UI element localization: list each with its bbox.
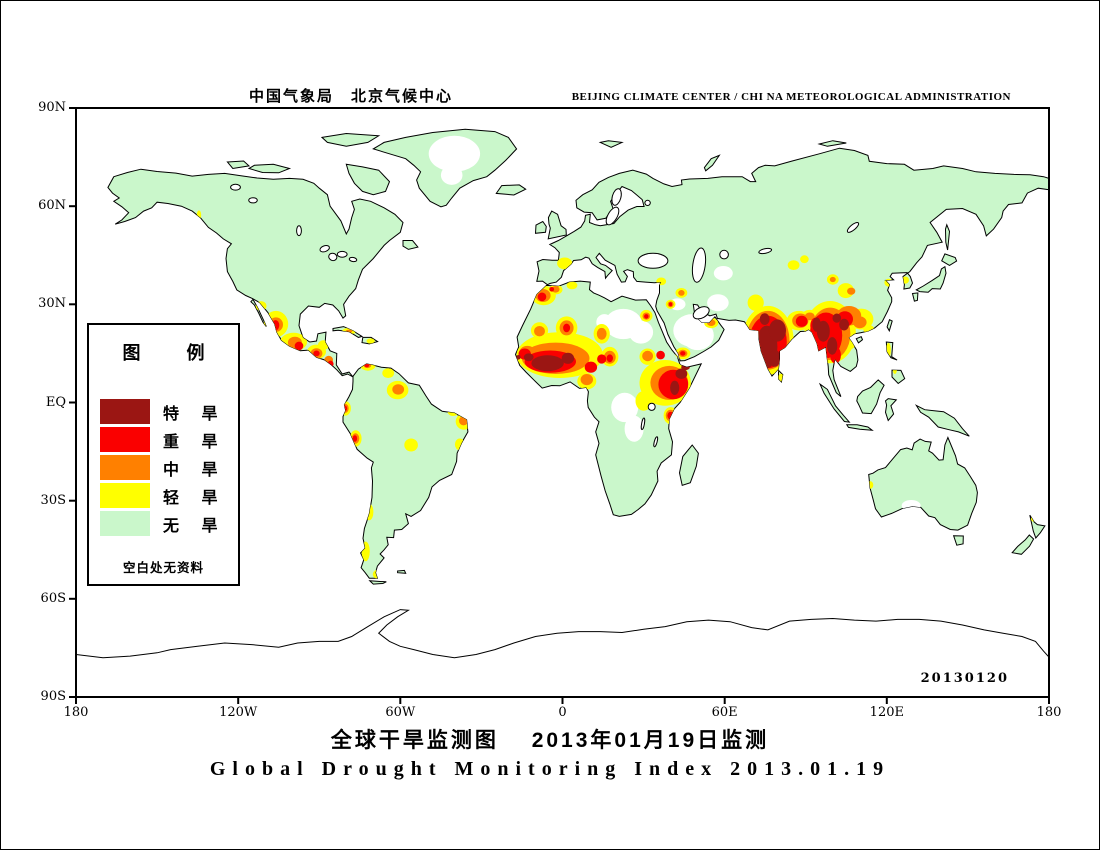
land-java: [845, 424, 874, 431]
land-sakhalin: [944, 223, 951, 251]
lat-axis-label: 90S: [40, 689, 66, 704]
land-hainan: [855, 336, 864, 344]
legend-box: 图 例 特 旱重 旱中 旱轻 旱无 旱 空白处无资料: [87, 323, 240, 586]
land-antarctica: [76, 609, 1049, 697]
map-title-cn: 全球干旱监测图 2013年01月19日监测: [330, 729, 770, 752]
legend-row: 轻 旱: [100, 483, 226, 508]
land-south-america: [342, 363, 469, 579]
lat-axis-label: EQ: [45, 394, 66, 410]
legend-title: 图 例: [122, 343, 219, 363]
no-data-patches: [428, 135, 921, 512]
lat-axis-label: 30S: [40, 492, 66, 508]
legend-note: 空白处无资料: [122, 561, 204, 575]
land-borneo: [856, 379, 885, 415]
land-iceland: [495, 184, 527, 196]
land-kyushu: [911, 292, 919, 302]
legend-row: 重 旱: [100, 427, 226, 452]
legend-label: 中 旱: [163, 461, 227, 479]
lat-axis-label: 60S: [40, 590, 66, 606]
land-tierra-del-fuego: [368, 580, 387, 585]
land-severnaya-zemlya: [817, 140, 847, 147]
datestamp: 20130120: [920, 671, 1009, 686]
land-honshu: [915, 265, 947, 293]
legend-swatch-severe: [100, 427, 150, 452]
land-sumatra: [818, 382, 851, 423]
lon-axis-label: 120W: [219, 705, 258, 720]
legend-row: 特 旱: [100, 399, 226, 424]
land-tasmania: [952, 535, 964, 546]
land-novaya-zemlya: [703, 154, 721, 172]
land-falklands: [397, 569, 407, 574]
land-hokkaido: [941, 253, 958, 266]
land-victoria-island: [247, 163, 292, 174]
lon-axis-label: 180: [1036, 705, 1062, 720]
legend-row: 无 旱: [100, 511, 226, 536]
land-great-britain: [547, 210, 567, 240]
land-madagascar: [678, 444, 699, 486]
land-new-guinea: [914, 404, 970, 437]
lon-axis-label: 180: [63, 705, 89, 720]
legend-label: 无 旱: [163, 517, 227, 535]
land-baffin-island: [345, 163, 391, 196]
land-sulawesi: [884, 398, 898, 422]
lat-axis-label: 60N: [38, 198, 66, 214]
land-ireland: [534, 220, 547, 234]
legend-swatch-moderate: [100, 455, 150, 480]
land-baja-california: [250, 298, 267, 327]
landmasses: [76, 128, 1049, 697]
header-agency-en: BEIJING CLIMATE CENTER / CHI NA METEOROL…: [571, 91, 1011, 103]
legend-rows: 特 旱重 旱中 旱轻 旱无 旱: [100, 399, 226, 539]
legend-swatch-light: [100, 483, 150, 508]
lat-axis-label: 30N: [38, 296, 66, 312]
lat-axis-label: 90N: [38, 100, 66, 115]
legend-swatch-none: [100, 511, 150, 536]
header-agency-cn: 中国气象局 北京气候中心: [248, 88, 453, 105]
map-title-en: Global Drought Monitoring Index 2013.01.…: [209, 758, 891, 780]
lon-axis-label: 60E: [711, 705, 738, 720]
land-australia: [868, 436, 978, 531]
legend-label: 重 旱: [163, 433, 227, 451]
legend-row: 中 旱: [100, 455, 226, 480]
lon-axis-label: 120E: [869, 705, 904, 720]
land-eurasia: [536, 147, 1049, 397]
land-svalbard: [598, 140, 624, 148]
lakes: [230, 183, 860, 448]
legend-swatch-extreme: [100, 399, 150, 424]
lon-axis-label: 60W: [385, 705, 416, 720]
land-banks-island: [226, 160, 251, 170]
land-newfoundland: [402, 240, 419, 250]
legend-label: 轻 旱: [163, 489, 227, 507]
land-taiwan: [886, 319, 893, 333]
land-new-zealand-south: [1011, 534, 1035, 555]
lon-axis-label: 0: [558, 705, 567, 720]
land-cuba: [332, 326, 364, 338]
land-new-zealand-north: [1029, 514, 1046, 539]
land-ellesmere-island: [320, 132, 381, 147]
legend-label: 特 旱: [163, 405, 227, 423]
